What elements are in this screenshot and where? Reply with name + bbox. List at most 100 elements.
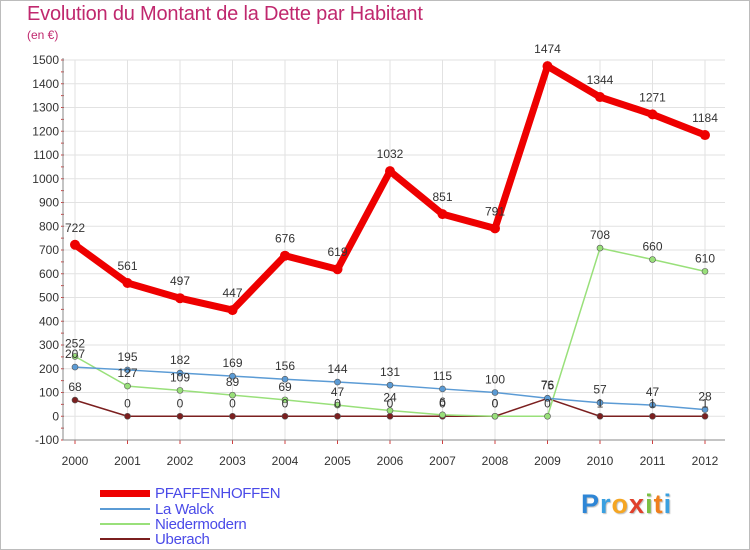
x-tick-label: 2008 [482, 454, 509, 468]
data-label: 1184 [692, 111, 718, 125]
data-label: 619 [327, 245, 347, 259]
data-point [229, 391, 236, 399]
legend-label: PFAFFENHOFFEN [155, 484, 281, 502]
data-point [437, 209, 448, 220]
data-label: 131 [380, 365, 400, 379]
data-point [649, 401, 656, 409]
x-tick-label: 2012 [692, 454, 719, 468]
data-label: 1271 [639, 90, 666, 104]
data-label: 127 [117, 366, 137, 380]
logo-letter: x [629, 489, 646, 519]
data-point [386, 412, 394, 420]
x-tick-label: 2010 [587, 454, 614, 468]
legend-swatch [100, 523, 150, 525]
data-point [595, 92, 605, 103]
x-tick-label: 2003 [219, 454, 246, 468]
y-tick-label: 100 [39, 386, 59, 400]
legend-item: Uberach [100, 530, 210, 548]
data-label: 115 [433, 369, 452, 383]
data-label: 100 [485, 373, 505, 387]
data-label: 252 [65, 336, 85, 350]
data-label: 1032 [377, 147, 404, 161]
y-tick-label: 0 [52, 409, 59, 423]
data-point [701, 406, 709, 413]
data-label: 497 [170, 274, 190, 288]
y-tick-label: 600 [39, 267, 59, 281]
data-label: 76 [541, 378, 555, 392]
data-label: 69 [278, 380, 292, 394]
data-point [490, 223, 500, 234]
data-point [649, 412, 656, 420]
data-point [280, 250, 290, 261]
legend-swatch [100, 538, 150, 540]
data-label: 610 [695, 251, 715, 265]
y-tick-label: 1200 [32, 124, 59, 138]
data-label: 89 [226, 375, 240, 389]
logo-letter: P [581, 489, 601, 519]
logo-letter: i [663, 489, 673, 519]
data-label: 0 [492, 396, 499, 410]
logo-letter: t [653, 489, 664, 519]
chart-title: Evolution du Montant de la Dette par Hab… [27, 3, 423, 25]
data-point [175, 293, 185, 304]
data-point [491, 389, 499, 396]
y-tick-label: -100 [35, 433, 59, 447]
data-label: 791 [485, 204, 505, 218]
y-tick-label: 1100 [33, 148, 59, 162]
x-tick-label: 2011 [640, 454, 666, 468]
data-label: 561 [117, 259, 137, 273]
data-point [124, 412, 131, 420]
data-point [542, 61, 553, 72]
data-point [439, 411, 446, 419]
data-point [334, 401, 341, 409]
data-point [281, 375, 289, 383]
data-point [176, 387, 184, 394]
data-point [281, 396, 289, 404]
data-label: 1 [649, 396, 656, 410]
x-tick-label: 2006 [377, 454, 404, 468]
data-label: 6 [439, 395, 446, 409]
x-tick-label: 2005 [324, 454, 351, 468]
data-label: 0 [544, 396, 551, 410]
data-label: 28 [698, 390, 712, 404]
x-tick-label: 2004 [272, 454, 299, 468]
y-tick-label: 500 [39, 291, 59, 305]
y-tick-label: 700 [39, 243, 59, 257]
data-point [229, 372, 236, 380]
data-point [71, 353, 79, 360]
data-point [385, 166, 395, 177]
data-label: 169 [222, 356, 242, 370]
y-tick-label: 200 [39, 362, 59, 376]
data-point [124, 366, 131, 374]
data-label: 195 [117, 350, 137, 364]
data-point [124, 382, 131, 390]
x-axis: 2000 2001 2002 2003 2004 2005 2006 2007 2008 2009… [62, 439, 725, 468]
data-point [229, 412, 236, 420]
legend-item: Niedermodern [100, 516, 247, 533]
data-label: 156 [275, 359, 295, 373]
data-label: 207 [65, 347, 85, 361]
data-point [332, 264, 343, 275]
data-point [386, 381, 394, 389]
data-label: 708 [590, 228, 610, 242]
data-point [176, 369, 184, 377]
y-tick-label: 900 [39, 196, 59, 210]
data-label: 75 [541, 378, 555, 392]
y-tick-label: 1300 [32, 101, 59, 115]
legend-label: Uberach [155, 530, 210, 548]
data-label: 676 [275, 232, 295, 246]
logo-letter: r [600, 489, 612, 519]
data-label: 144 [327, 362, 347, 376]
data-label: 0 [439, 396, 446, 410]
data-label: 0 [124, 396, 131, 410]
data-label: 1 [702, 396, 709, 410]
y-tick-label: 1500 [32, 53, 59, 67]
chart-unit: (en €) [27, 28, 59, 42]
data-label: 851 [432, 190, 452, 204]
data-point [122, 278, 133, 289]
data-label: 109 [170, 370, 190, 384]
data-label: 0 [282, 396, 289, 410]
y-tick-label: 1400 [32, 77, 59, 91]
